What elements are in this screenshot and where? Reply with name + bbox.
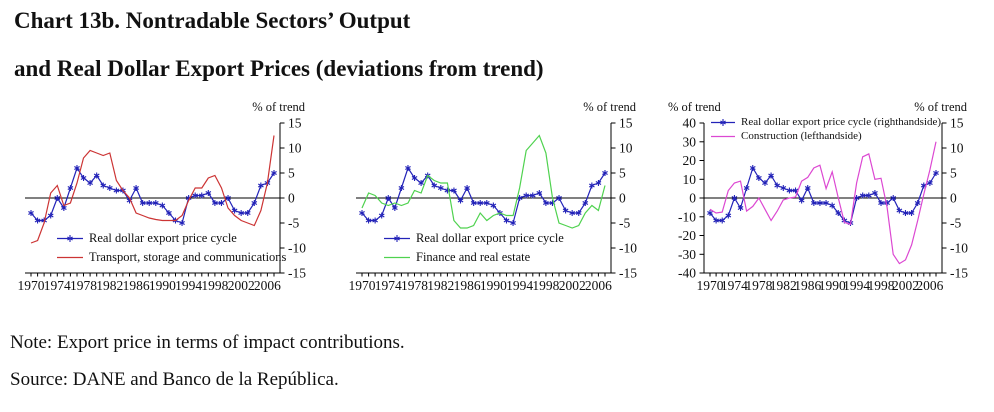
legend-label: Real dollar export price cycle (416, 231, 564, 245)
svg-text:-30: -30 (678, 247, 696, 262)
svg-text:1970: 1970 (18, 278, 45, 293)
svg-text:2002: 2002 (228, 278, 255, 293)
svg-text:0: 0 (689, 191, 696, 206)
svg-text:-5: -5 (619, 216, 630, 231)
svg-text:2006: 2006 (585, 278, 612, 293)
legend-row: Real dollar export price cycle (383, 231, 564, 246)
line-marker-icon (57, 256, 83, 259)
svg-text:15: 15 (288, 116, 302, 131)
svg-text:-40: -40 (678, 266, 696, 281)
svg-text:1986: 1986 (794, 278, 821, 293)
source-text: Source: DANE and Banco de la República. (10, 369, 339, 390)
line-marker-icon (384, 256, 410, 259)
svg-text:1978: 1978 (745, 278, 772, 293)
svg-text:1982: 1982 (96, 278, 123, 293)
svg-text:1982: 1982 (427, 278, 454, 293)
svg-text:-10: -10 (288, 241, 306, 256)
svg-text:10: 10 (619, 141, 633, 156)
legend: Real dollar export price cycle Transport… (56, 231, 286, 265)
svg-text:15: 15 (950, 116, 964, 131)
chart-title-line1: Chart 13b. Nontradable Sectors’ Output (14, 8, 411, 33)
svg-text:1986: 1986 (454, 278, 481, 293)
chart-construction: 1970 1974 1978 1982 1986 1990 1994 1998 2002 2006… (662, 95, 994, 310)
svg-text:2006: 2006 (916, 278, 943, 293)
svg-text:10: 10 (950, 141, 964, 156)
chart-transport-storage-communications: 1970 1974 1978 1982 1986 1990 1994 1998 2002 2006… (0, 95, 331, 310)
legend-label: Construction (lefthandside) (741, 130, 862, 142)
charts-row: 1970 1974 1978 1982 1986 1990 1994 1998 2002 2006… (0, 95, 994, 310)
svg-text:-5: -5 (950, 216, 961, 231)
line-marker-icon (711, 135, 735, 137)
svg-text:0: 0 (950, 191, 957, 206)
svg-text:5: 5 (950, 166, 957, 181)
svg-text:1970: 1970 (349, 278, 376, 293)
legend-label: Transport, storage and communications (89, 250, 287, 264)
svg-text:2002: 2002 (559, 278, 586, 293)
svg-text:5: 5 (288, 166, 295, 181)
svg-text:20: 20 (683, 153, 697, 168)
legend-row: Construction (lefthandside) (710, 130, 941, 142)
legend-row: Finance and real estate (383, 250, 564, 265)
legend-label: Finance and real estate (416, 250, 531, 264)
svg-text:1974: 1974 (721, 278, 748, 293)
svg-text:-15: -15 (619, 266, 637, 281)
svg-text:1974: 1974 (375, 278, 402, 293)
legend: Real dollar export price cycle (righthan… (710, 116, 941, 142)
svg-text:-10: -10 (619, 241, 637, 256)
svg-text:1986: 1986 (123, 278, 150, 293)
svg-text:1990: 1990 (149, 278, 176, 293)
svg-text:-15: -15 (288, 266, 306, 281)
legend-row: Real dollar export price cycle (righthan… (710, 116, 941, 128)
svg-text:-10: -10 (950, 241, 968, 256)
legend-label: Real dollar export price cycle (89, 231, 237, 245)
svg-text:-10: -10 (678, 209, 696, 224)
svg-text:1974: 1974 (44, 278, 71, 293)
svg-text:1970: 1970 (697, 278, 724, 293)
svg-text:% of trend: % of trend (914, 100, 968, 114)
note-text: Note: Export price in terms of impact co… (10, 332, 405, 353)
chart-title-line2: and Real Dollar Export Prices (deviation… (14, 56, 544, 81)
legend: Real dollar export price cycle Finance a… (383, 231, 564, 265)
svg-text:0: 0 (288, 191, 295, 206)
plot-area: 1970197419781982198619901994199820022006… (668, 100, 968, 293)
chart-finance-real-estate: 1970 1974 1978 1982 1986 1990 1994 1998 2002 2006… (331, 95, 662, 310)
svg-text:5: 5 (619, 166, 626, 181)
svg-text:-5: -5 (288, 216, 299, 231)
svg-text:1994: 1994 (506, 278, 533, 293)
svg-text:1998: 1998 (201, 278, 228, 293)
svg-text:1978: 1978 (70, 278, 97, 293)
legend-row: Transport, storage and communications (56, 250, 286, 265)
svg-text:30: 30 (683, 134, 697, 149)
svg-text:-20: -20 (678, 228, 696, 243)
svg-text:% of trend: % of trend (583, 100, 637, 114)
svg-text:1994: 1994 (175, 278, 202, 293)
svg-text:2006: 2006 (254, 278, 281, 293)
legend-row: Real dollar export price cycle (56, 231, 286, 246)
svg-text:0: 0 (619, 191, 626, 206)
svg-text:15: 15 (619, 116, 633, 131)
svg-text:1994: 1994 (843, 278, 870, 293)
svg-text:1990: 1990 (480, 278, 507, 293)
svg-text:10: 10 (288, 141, 302, 156)
svg-text:1998: 1998 (868, 278, 895, 293)
svg-text:10: 10 (683, 172, 697, 187)
svg-text:40: 40 (683, 116, 697, 131)
svg-text:% of trend: % of trend (668, 100, 722, 114)
svg-text:% of trend: % of trend (252, 100, 306, 114)
svg-text:1982: 1982 (770, 278, 797, 293)
svg-text:-15: -15 (950, 266, 968, 281)
svg-text:1978: 1978 (401, 278, 428, 293)
svg-text:1990: 1990 (819, 278, 846, 293)
asterisk-line-marker-icon (384, 235, 410, 242)
asterisk-line-marker-icon (57, 235, 83, 242)
legend-label: Real dollar export price cycle (righthan… (741, 116, 942, 128)
svg-text:1998: 1998 (532, 278, 559, 293)
asterisk-line-marker-icon (711, 118, 735, 126)
svg-text:2002: 2002 (892, 278, 919, 293)
